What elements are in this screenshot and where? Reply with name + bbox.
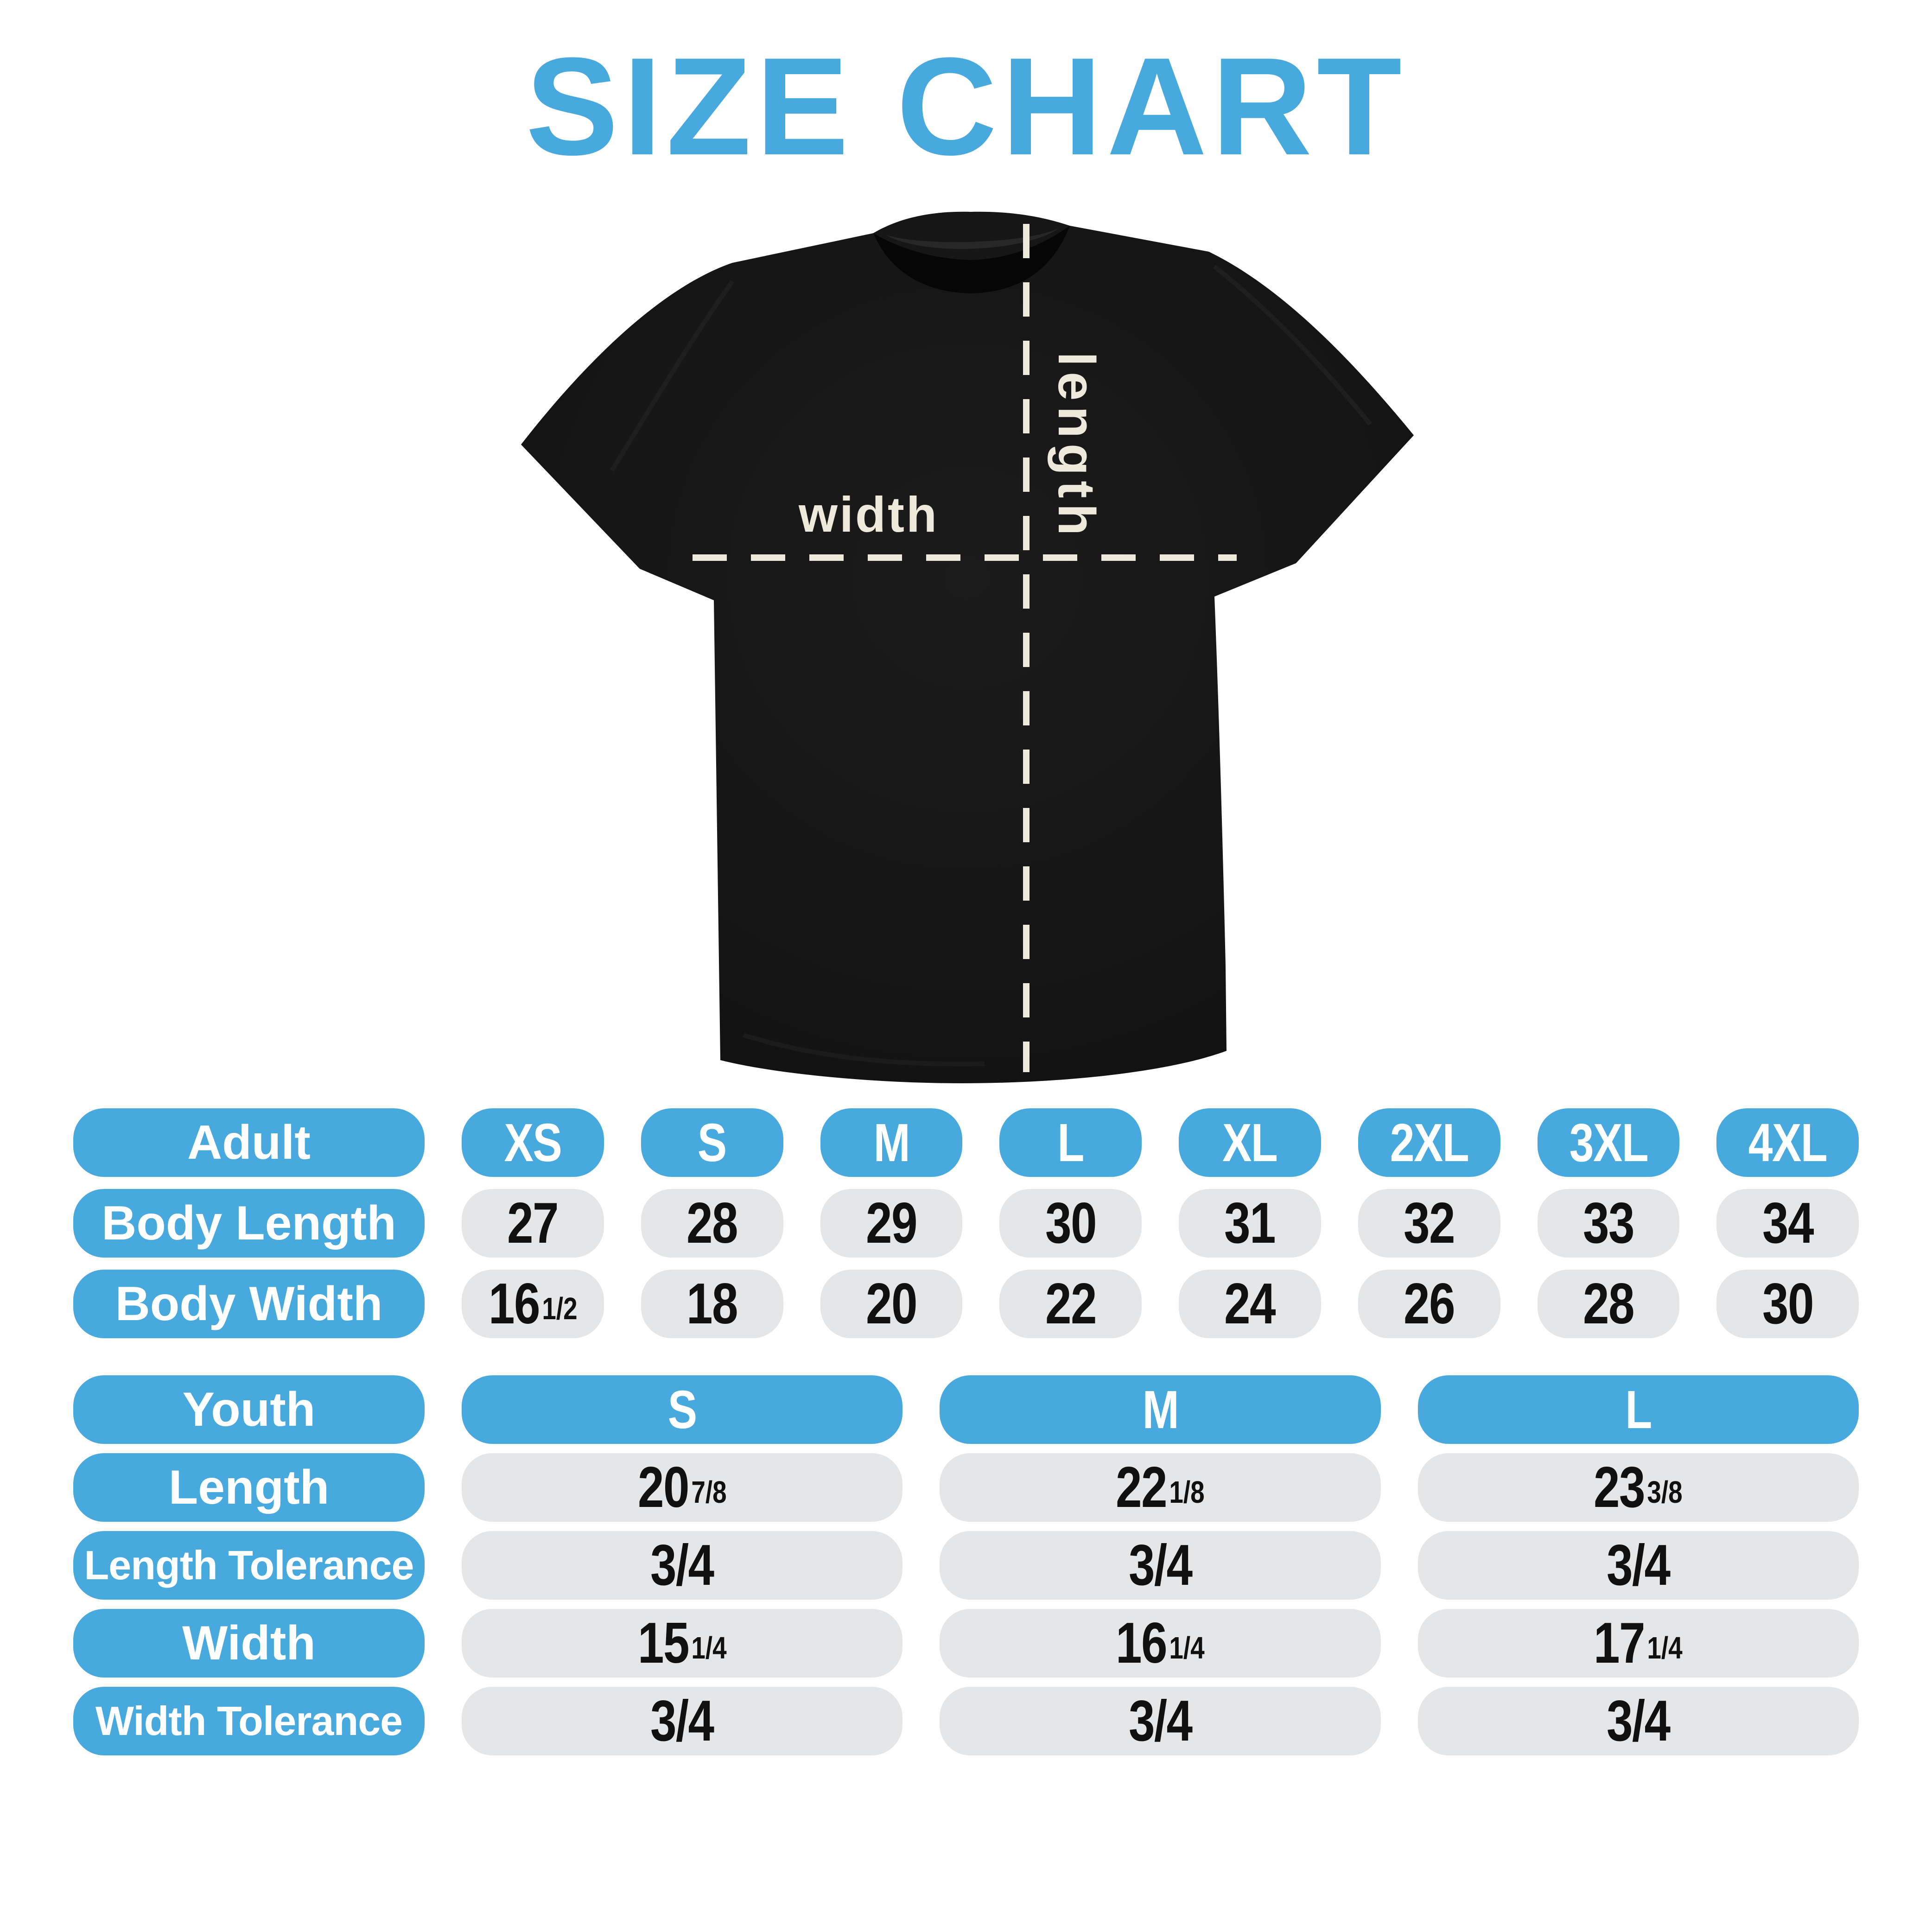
- adult-body-length-xl: 31: [1179, 1189, 1321, 1258]
- collar-opening: [873, 226, 1070, 293]
- adult-body-width-2xl: 26: [1358, 1270, 1500, 1338]
- adult-body-length-4xl: 34: [1716, 1189, 1859, 1258]
- sleeve-wrinkle-right: [1213, 265, 1372, 426]
- length-label: length: [1048, 352, 1106, 541]
- adult-size-header-4xl: 4XL: [1716, 1108, 1859, 1177]
- adult-size-header-2xl: 2XL: [1358, 1108, 1500, 1177]
- youth-width-m: 161/4: [940, 1609, 1381, 1678]
- adult-table-label: Adult: [73, 1108, 425, 1177]
- adult-body-length-l: 30: [999, 1189, 1142, 1258]
- adult-size-header-l: L: [999, 1108, 1142, 1177]
- youth-size-table: Youth S M L Length 207/8 221/8 233/8 Length Tole…: [73, 1375, 1859, 1755]
- youth-width-tolerance-m: 3/4: [940, 1687, 1381, 1755]
- youth-size-header-s: S: [462, 1375, 903, 1444]
- youth-length-tolerance-s: 3/4: [462, 1531, 903, 1600]
- adult-row-label-body-width: Body Width: [73, 1270, 425, 1338]
- youth-length-tolerance-l: 3/4: [1417, 1531, 1859, 1600]
- adult-size-header-m: M: [820, 1108, 963, 1177]
- tshirt-diagram: width length: [0, 196, 1932, 1091]
- collar-back-rib: [886, 229, 1059, 249]
- youth-size-header-m: M: [940, 1375, 1381, 1444]
- adult-body-width-xl: 24: [1179, 1270, 1321, 1338]
- hem-wrinkle: [743, 1033, 985, 1067]
- youth-table-label: Youth: [73, 1375, 425, 1444]
- youth-size-header-l: L: [1417, 1375, 1859, 1444]
- adult-size-header-xl: XL: [1179, 1108, 1321, 1177]
- adult-body-width-m: 20: [820, 1270, 963, 1338]
- youth-length-l: 233/8: [1417, 1453, 1859, 1522]
- youth-width-tolerance-s: 3/4: [462, 1687, 903, 1755]
- youth-width-s: 151/4: [462, 1609, 903, 1678]
- youth-width-l: 171/4: [1417, 1609, 1859, 1678]
- youth-row-label-length-tolerance: Length Tolerance: [73, 1531, 425, 1600]
- youth-row-label-width: Width: [73, 1609, 425, 1678]
- adult-body-length-2xl: 32: [1358, 1189, 1500, 1258]
- adult-size-header-s: S: [641, 1108, 783, 1177]
- adult-body-length-xs: 27: [462, 1189, 604, 1258]
- tshirt-graphic: width length: [521, 211, 1414, 1083]
- width-label: width: [798, 486, 939, 542]
- adult-body-length-s: 28: [641, 1189, 783, 1258]
- youth-length-tolerance-m: 3/4: [940, 1531, 1381, 1600]
- adult-body-width-l: 22: [999, 1270, 1142, 1338]
- adult-body-length-m: 29: [820, 1189, 963, 1258]
- page-title: SIZE CHART: [526, 28, 1406, 184]
- youth-length-m: 221/8: [940, 1453, 1381, 1522]
- adult-size-header-xs: XS: [462, 1108, 604, 1177]
- adult-row-label-body-length: Body Length: [73, 1189, 425, 1258]
- adult-body-width-4xl: 30: [1716, 1270, 1859, 1338]
- adult-body-width-3xl: 28: [1537, 1270, 1680, 1338]
- youth-length-s: 207/8: [462, 1453, 903, 1522]
- youth-width-tolerance-l: 3/4: [1417, 1687, 1859, 1755]
- adult-size-header-3xl: 3XL: [1537, 1108, 1680, 1177]
- youth-row-label-width-tolerance: Width Tolerance: [73, 1687, 425, 1755]
- adult-body-width-s: 18: [641, 1270, 783, 1338]
- adult-body-length-3xl: 33: [1537, 1189, 1680, 1258]
- adult-body-width-xs: 161/2: [462, 1270, 604, 1338]
- sleeve-wrinkle-left: [610, 280, 735, 472]
- youth-row-label-length: Length: [73, 1453, 425, 1522]
- adult-size-table: Adult XS S M L XL 2XL 3XL 4XL Body Length 27 28 29 30…: [73, 1108, 1859, 1338]
- tshirt-silhouette: [521, 211, 1414, 1083]
